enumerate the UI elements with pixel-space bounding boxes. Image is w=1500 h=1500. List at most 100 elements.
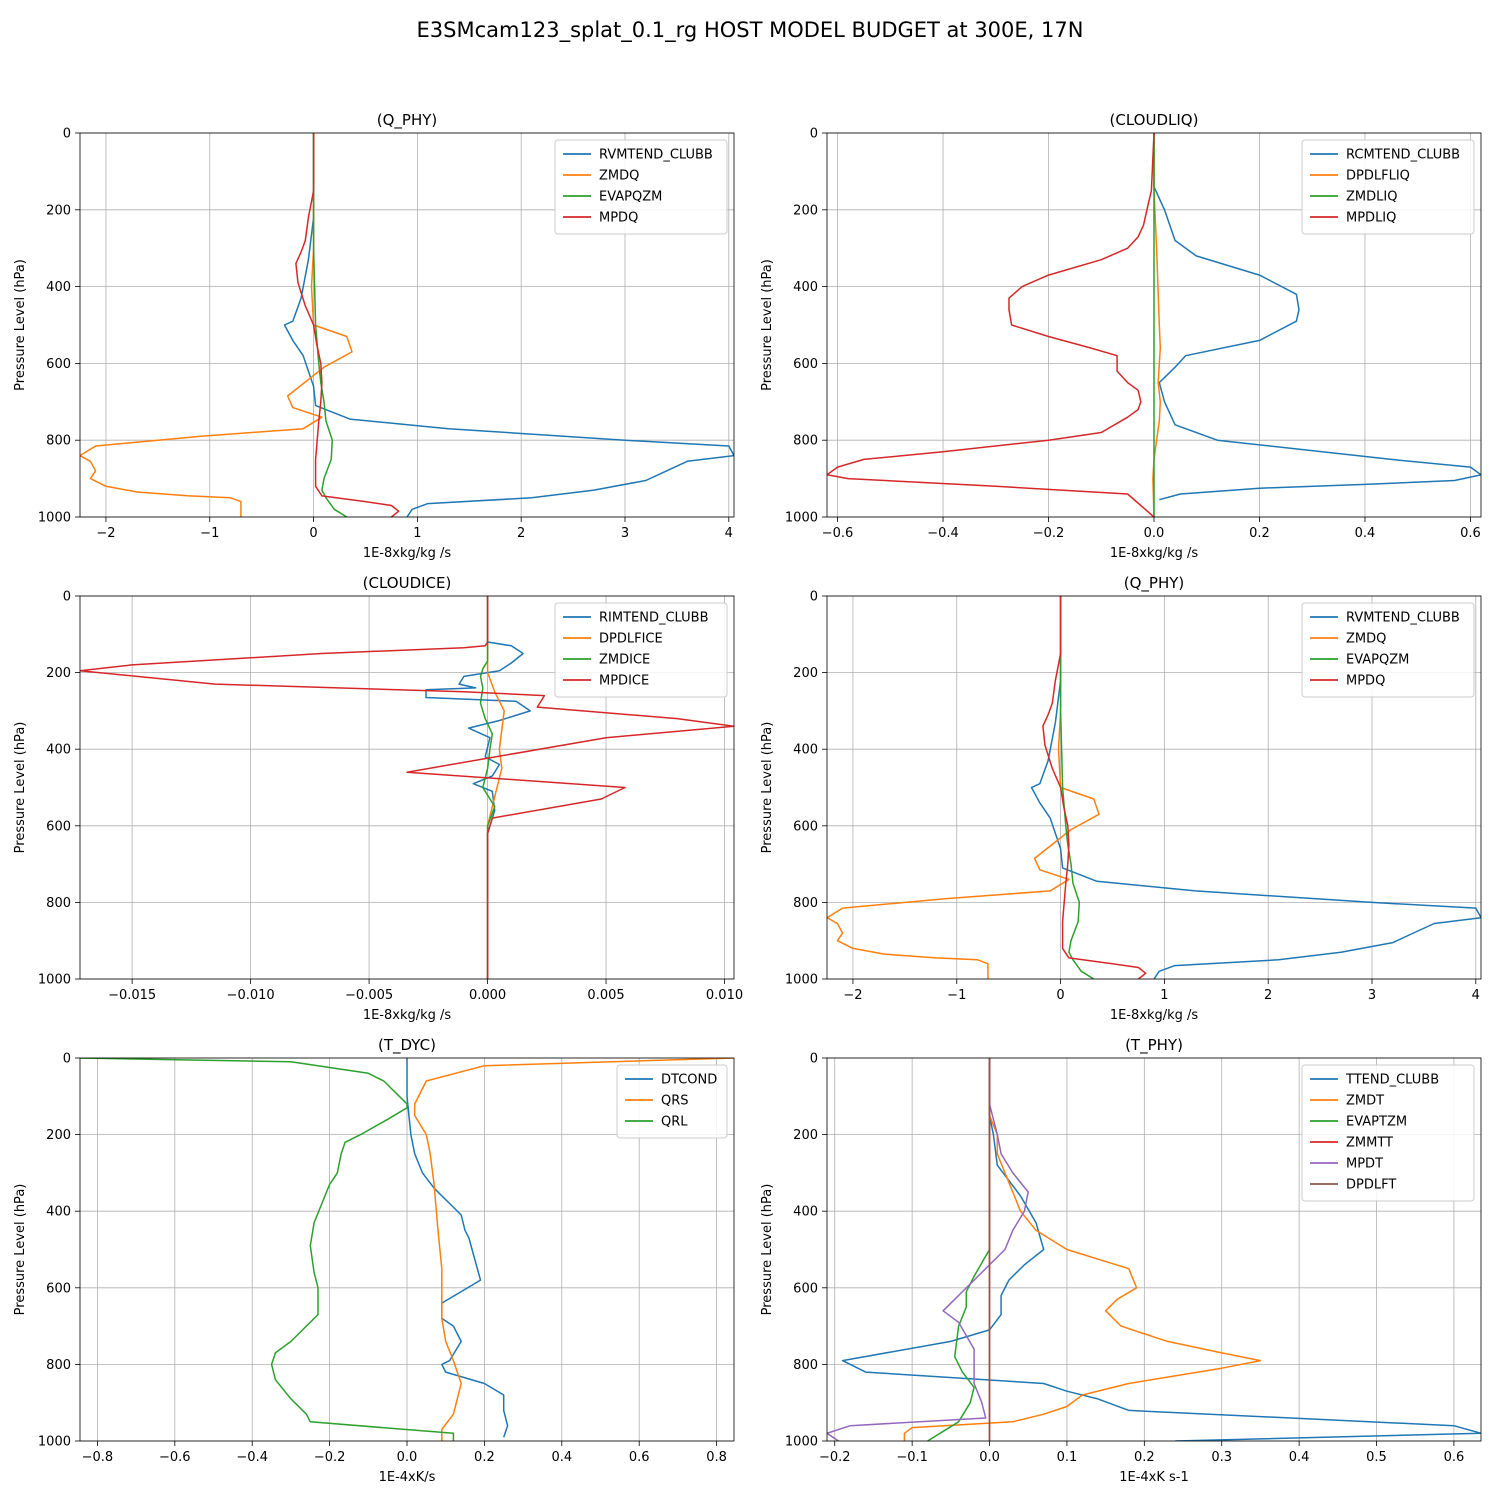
y-tick-label: 800 (793, 896, 818, 911)
series-line-qrl (80, 1058, 455, 1441)
chart-panel-3: −0.015 −0.010 −0.005 0.000 0.005 0.010 0 200 400… (13, 574, 743, 1023)
legend: TTEND_CLUBB ZMDT EVAPTZM ZMMTT MPDT DPDLFT (1301, 1064, 1475, 1202)
legend-label: ZMDQ (1346, 632, 1386, 647)
x-tick-label: −2 (843, 988, 862, 1003)
legend-label: EVAPQZM (1346, 653, 1409, 668)
axes-frame (79, 595, 735, 980)
legend-box (554, 602, 728, 698)
y-axis-label: Pressure Level (hPa) (13, 259, 28, 391)
chart-panel-4: −2 −1 0 1 2 3 4 0 200 400 600 800 1000 (Q_PHY) 1E-8xkg… (760, 574, 1482, 1023)
chart-panel-1: −2 −1 0 1 2 3 4 0 200 400 600 800 1000 (Q_PHY) 1E-8xkg… (13, 111, 735, 561)
y-axis-label: Pressure Level (hPa) (13, 722, 28, 854)
chart-title: (T_DYC) (378, 1036, 436, 1055)
y-tick-label: 600 (46, 819, 71, 834)
y-tick-label: 0 (810, 1052, 818, 1067)
series-line-zmdq (80, 133, 353, 517)
legend-box (1301, 139, 1475, 235)
series-line-mpdq (1042, 596, 1147, 979)
y-axis-label: Pressure Level (hPa) (760, 259, 775, 391)
y-tick-label: 1000 (785, 1435, 818, 1450)
axes-frame (79, 132, 735, 518)
legend-label: MPDICE (599, 674, 649, 689)
y-tick-label: 200 (793, 1128, 818, 1143)
legend-label: MPDT (1346, 1157, 1383, 1172)
y-tick-label: 200 (46, 666, 71, 681)
x-tick-label: 0.0 (397, 1450, 418, 1465)
x-tick-label: −0.1 (896, 1450, 928, 1465)
x-axis-label: 1E-8xkg/kg /s (1110, 1008, 1199, 1023)
y-tick-label: 600 (793, 357, 818, 372)
y-tick-label: 400 (793, 743, 818, 758)
y-tick-label: 800 (793, 1358, 818, 1373)
y-tick-label: 800 (46, 896, 71, 911)
x-tick-label: −0.6 (822, 526, 854, 541)
x-tick-label: 0.010 (706, 988, 743, 1003)
x-tick-label: −0.8 (82, 1450, 114, 1465)
figure-title: E3SMcam123_splat_0.1_rg HOST MODEL BUDGE… (417, 18, 1084, 43)
legend-label: QRS (661, 1094, 689, 1109)
x-tick-label: 0.6 (629, 1450, 650, 1465)
series-line-zmdt (903, 1058, 1262, 1441)
x-tick-label: 0.8 (706, 1450, 727, 1465)
series-line-evapqzm (312, 133, 348, 517)
legend-label: TTEND_CLUBB (1345, 1073, 1439, 1088)
series-line-zmdice (479, 596, 496, 979)
y-axis-label: Pressure Level (hPa) (760, 722, 775, 854)
series-line-evapqzm (1059, 596, 1095, 979)
plots: −2 −1 0 1 2 3 402004006008001000(Q_PHY)1E-8xkg… (13, 111, 1482, 1485)
series-line-qrs (413, 1058, 734, 1441)
y-tick-label: 400 (46, 743, 71, 758)
legend-label: ZMDLIQ (1346, 190, 1397, 205)
series-line-mpdliq (827, 133, 1155, 517)
x-tick-label: −1 (947, 988, 966, 1003)
series-line-dtcond (406, 1058, 509, 1438)
x-axis-label: 1E-8xkg/kg /s (1110, 546, 1199, 561)
y-axis-label: Pressure Level (hPa) (760, 1184, 775, 1316)
legend-label: DTCOND (661, 1073, 717, 1088)
series-line-zmdq (827, 596, 1100, 979)
x-tick-label: 0.0 (1144, 526, 1165, 541)
x-tick-label: 0.000 (469, 988, 506, 1003)
y-tick-label: 200 (793, 666, 818, 681)
y-tick-label: 200 (46, 1128, 71, 1143)
x-tick-label: −0.6 (159, 1450, 191, 1465)
x-tick-label: 4 (1472, 988, 1480, 1003)
y-tick-label: 1000 (38, 511, 71, 526)
y-tick-label: 600 (793, 1281, 818, 1296)
x-tick-label: 0.4 (1289, 1450, 1310, 1465)
y-tick-label: 600 (46, 357, 71, 372)
legend-box (554, 139, 728, 235)
x-tick-label: 0.4 (1355, 526, 1376, 541)
x-axis-label: 1E-8xkg/kg /s (363, 1008, 452, 1023)
legend-label: EVAPQZM (599, 190, 662, 205)
x-tick-label: 2 (1264, 988, 1272, 1003)
chart-title: (Q_PHY) (1124, 574, 1185, 593)
y-tick-label: 400 (46, 280, 71, 295)
x-tick-label: −0.2 (819, 1450, 851, 1465)
legend: RVMTEND_CLUBB ZMDQ EVAPQZM MPDQ (554, 139, 728, 235)
series-line-rvmtend_clubb (283, 133, 734, 517)
x-axis-label: 1E-4xK/s (379, 1470, 436, 1485)
chart-title: (T_PHY) (1125, 1036, 1183, 1055)
legend-label: QRL (661, 1115, 688, 1130)
x-tick-label: 0.6 (1460, 526, 1481, 541)
y-tick-label: 200 (46, 203, 71, 218)
x-tick-label: −0.005 (345, 988, 393, 1003)
y-tick-label: 800 (46, 1358, 71, 1373)
legend: RIMTEND_CLUBB DPDLFICE ZMDICE MPDICE (554, 602, 728, 698)
series-line-rvmtend_clubb (1030, 596, 1481, 979)
legend-label: ZMDICE (599, 653, 650, 668)
y-tick-label: 800 (46, 434, 71, 449)
x-tick-label: 0.6 (1444, 1450, 1465, 1465)
chart-panel-5: −0.8 −0.6 −0.4 −0.2 0.0 0.2 0.4 0.6 0.8 0 200 400 60… (13, 1036, 735, 1485)
chart-title: (CLOUDLIQ) (1110, 111, 1199, 129)
y-tick-label: 1000 (785, 973, 818, 988)
x-tick-label: 4 (725, 526, 733, 541)
x-tick-label: 3 (621, 526, 629, 541)
y-tick-label: 600 (46, 1281, 71, 1296)
y-tick-label: 0 (810, 590, 818, 605)
series-line-rimtend_clubb (425, 596, 531, 979)
y-tick-label: 800 (793, 434, 818, 449)
x-tick-label: −0.2 (314, 1450, 346, 1465)
